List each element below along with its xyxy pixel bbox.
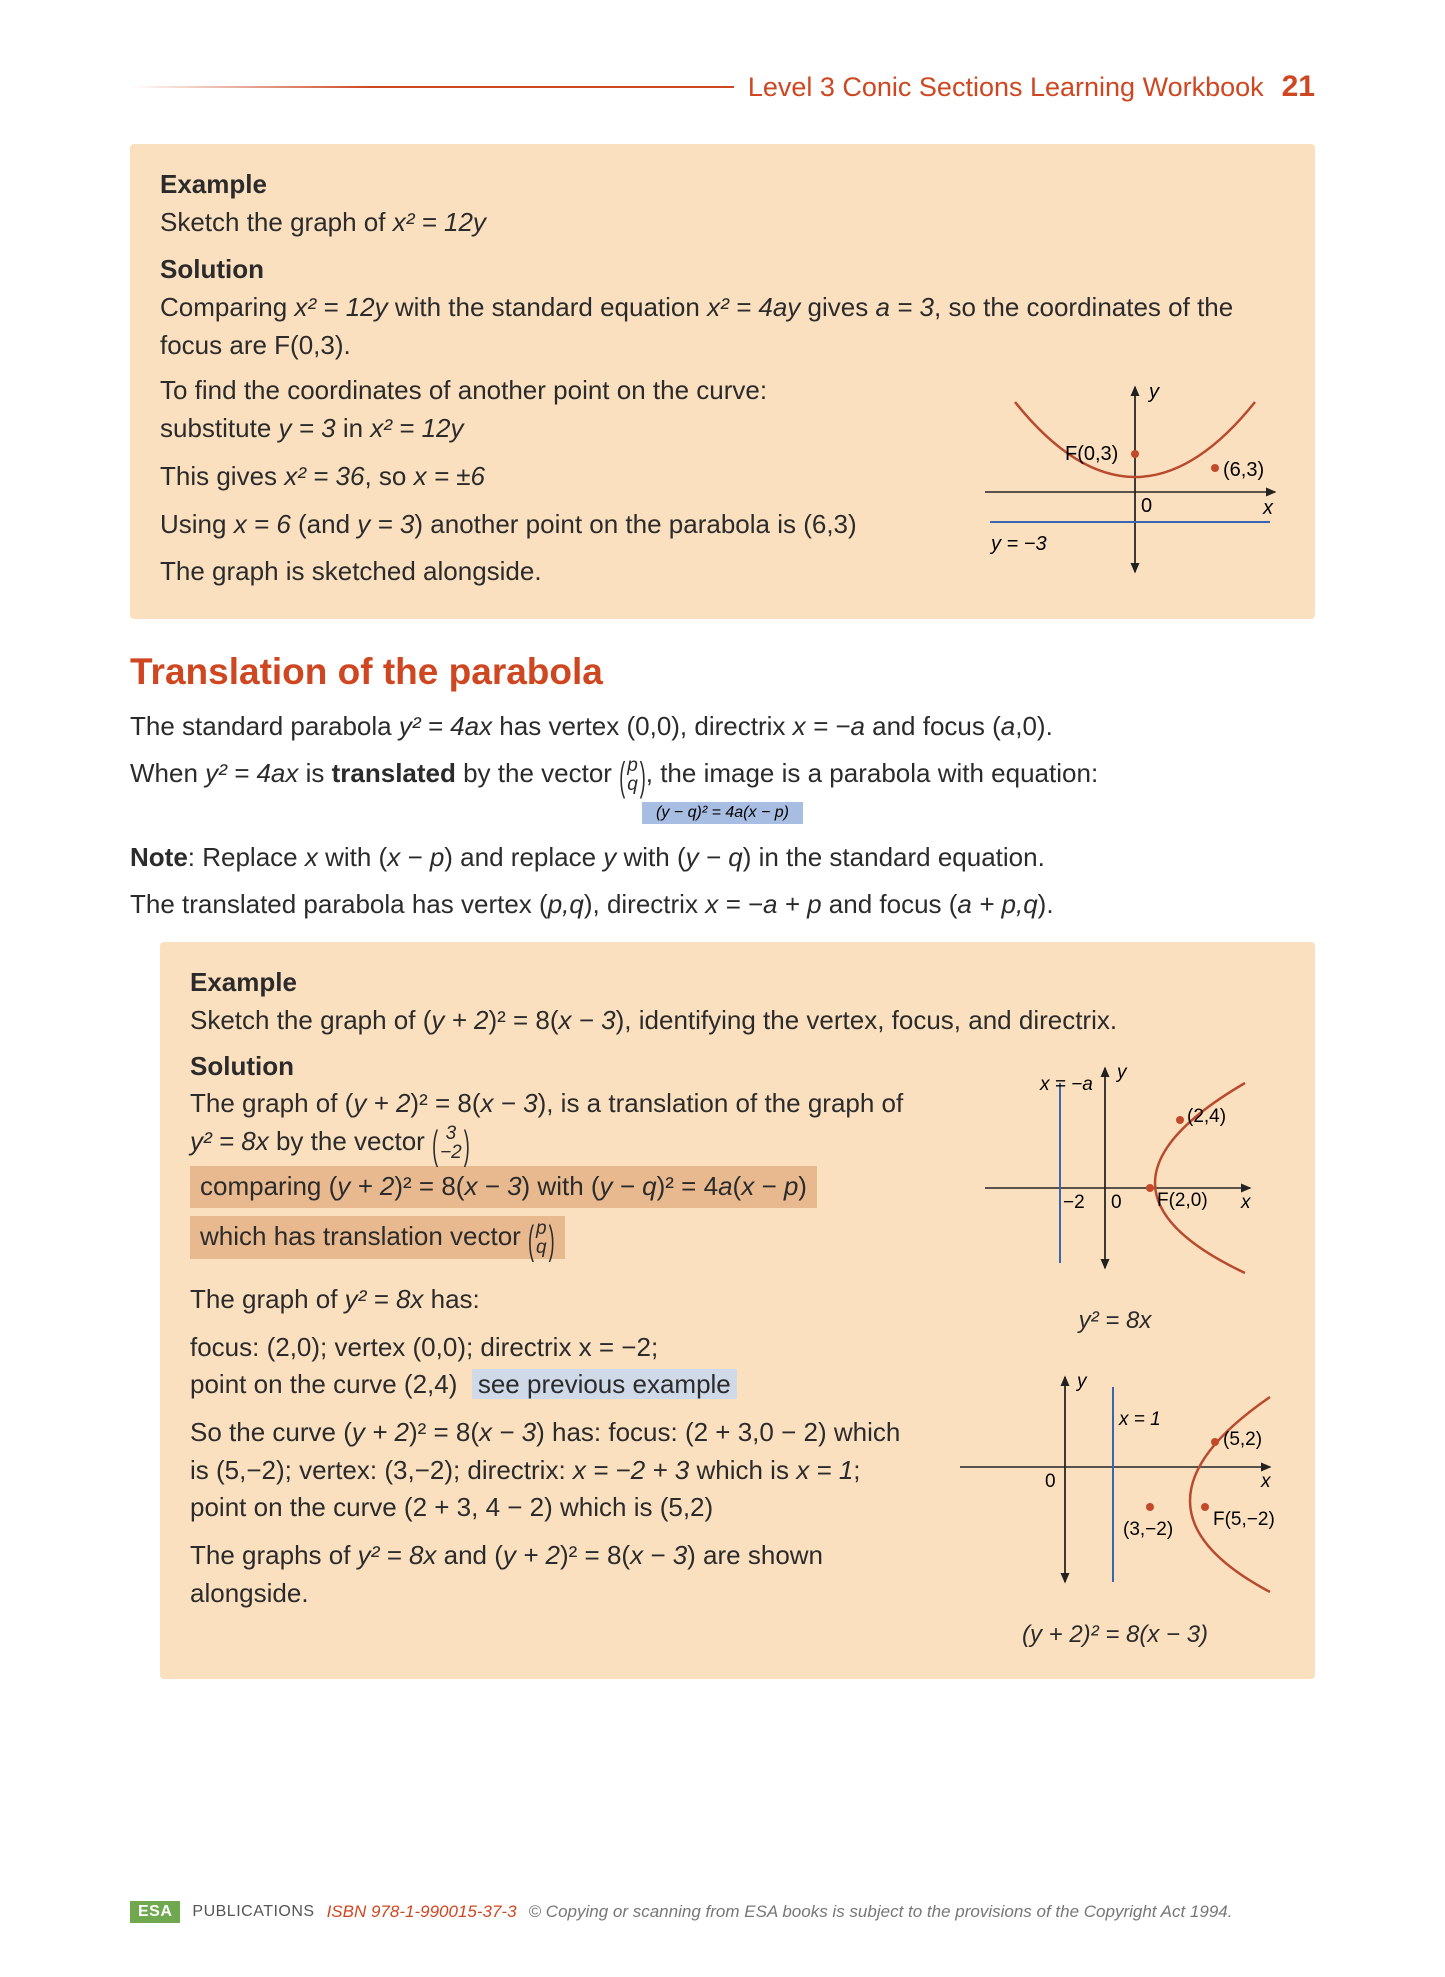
header-rule — [130, 86, 734, 88]
graph2: x = −a −2 0 F(2,0) (2,4) x y — [945, 1048, 1265, 1298]
g3-origin: 0 — [1045, 1471, 1056, 1492]
section-p2: When y² = 4ax is translated by the vecto… — [130, 754, 1315, 794]
example1-line1: Comparing x² = 12y with the standard equ… — [160, 289, 1285, 364]
g3-vertex: (3,−2) — [1123, 1519, 1173, 1540]
example2-heading: Example — [190, 964, 1285, 1002]
isbn: ISBN 978-1-990015-37-3 — [327, 1902, 517, 1922]
translated-formula: (y − q)² = 4a(x − p) — [642, 802, 803, 824]
graph3: x = 1 0 (3,−2) F(5,−2) (5,2) x y — [945, 1357, 1285, 1607]
section-p1: The standard parabola y² = 4ax has verte… — [130, 707, 1315, 746]
g3-ylabel: y — [1075, 1371, 1088, 1392]
g3-focus: F(5,−2) — [1213, 1509, 1275, 1530]
example-box-2: Example Sketch the graph of (y + 2)² = 8… — [160, 942, 1315, 1678]
ex2-l1: The graph of (y + 2)² = 8(x − 3), is a t… — [190, 1085, 921, 1123]
header-title: Level 3 Conic Sections Learning Workbook — [748, 72, 1264, 103]
section-note: Note: Replace x with (x − p) and replace… — [130, 838, 1315, 877]
ex2-l5: point on the curve (2,4) see previous ex… — [190, 1366, 921, 1404]
example1-line3: substitute y = 3 in x² = 12y — [160, 410, 881, 448]
page-header: Level 3 Conic Sections Learning Workbook… — [130, 70, 1315, 104]
formula-row: (y − q)² = 4a(x − p) — [130, 802, 1315, 824]
g2-origin: 0 — [1111, 1192, 1122, 1213]
g3-point: (5,2) — [1223, 1429, 1262, 1450]
esa-badge: ESA — [130, 1901, 180, 1923]
g2-xlabel: x — [1240, 1192, 1252, 1213]
g1-directrix-label: y = −3 — [989, 533, 1047, 555]
page-footer: ESA PUBLICATIONS ISBN 978-1-990015-37-3 … — [130, 1901, 1315, 1923]
g1-origin: 0 — [1141, 495, 1152, 517]
section-title: Translation of the parabola — [130, 651, 1315, 693]
g2-point: (2,4) — [1187, 1106, 1226, 1127]
ex2-l2: y² = 8x by the vector (3−2) — [190, 1123, 921, 1162]
page-number: 21 — [1282, 70, 1315, 104]
ex2-hl2: which has translation vector (pq) — [190, 1216, 565, 1259]
copyright: © Copying or scanning from ESA books is … — [529, 1902, 1233, 1922]
ex2-l4: focus: (2,0); vertex (0,0); directrix x … — [190, 1329, 921, 1367]
g3-xlabel: x — [1260, 1471, 1272, 1492]
g1-xlabel: x — [1262, 497, 1274, 519]
solution2-heading: Solution — [190, 1048, 921, 1086]
ex2-l3: The graph of y² = 8x has: — [190, 1281, 921, 1319]
g2-ylabel: y — [1115, 1062, 1128, 1083]
example1-line2: To find the coordinates of another point… — [160, 372, 881, 410]
graph1: F(0,3) (6,3) 0 x y y = −3 — [905, 372, 1285, 593]
ex2-l6: So the curve (y + 2)² = 8(x − 3) has: fo… — [190, 1414, 921, 1527]
g3-caption: (y + 2)² = 8(x − 3) — [945, 1618, 1285, 1653]
example2-prompt: Sketch the graph of (y + 2)² = 8(x − 3),… — [190, 1002, 1285, 1040]
example1-line5: Using x = 6 (and y = 3) another point on… — [160, 506, 881, 544]
ex2-hl1: comparing (y + 2)² = 8(x − 3) with (y − … — [190, 1166, 817, 1208]
example1-line6: The graph is sketched alongside. — [160, 553, 881, 591]
example-heading: Example — [160, 166, 1285, 204]
g2-neg2: −2 — [1063, 1192, 1085, 1213]
publisher-label: PUBLICATIONS — [192, 1903, 314, 1921]
g1-point-label: (6,3) — [1223, 459, 1264, 481]
g1-ylabel: y — [1147, 381, 1160, 403]
example-box-1: Example Sketch the graph of x² = 12y Sol… — [130, 144, 1315, 619]
g2-xneg: x = −a — [1039, 1074, 1093, 1095]
section-p3: The translated parabola has vertex (p,q)… — [130, 885, 1315, 924]
solution-heading: Solution — [160, 251, 1285, 289]
g1-focus-label: F(0,3) — [1065, 443, 1118, 465]
example1-prompt: Sketch the graph of x² = 12y — [160, 204, 1285, 242]
example1-line4: This gives x² = 36, so x = ±6 — [160, 458, 881, 496]
ex2-l7: The graphs of y² = 8x and (y + 2)² = 8(x… — [190, 1537, 921, 1612]
g2-focus: F(2,0) — [1157, 1190, 1208, 1211]
g2-caption: y² = 8x — [945, 1304, 1285, 1339]
g3-x1: x = 1 — [1118, 1409, 1161, 1430]
